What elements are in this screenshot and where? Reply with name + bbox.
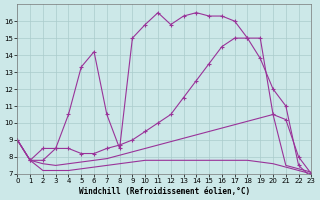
X-axis label: Windchill (Refroidissement éolien,°C): Windchill (Refroidissement éolien,°C) [79,187,250,196]
